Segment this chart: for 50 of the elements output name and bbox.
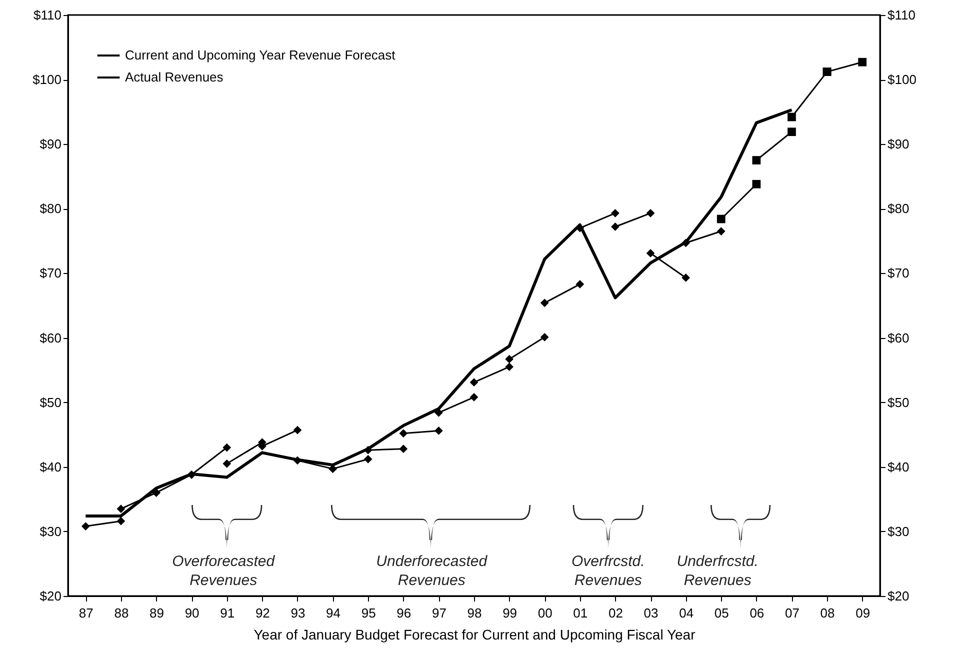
x-tick-label: 96 bbox=[396, 606, 412, 620]
y2-tick-label: $100 bbox=[888, 72, 916, 88]
y-tick-label: $60 bbox=[40, 330, 62, 346]
x-tick-label: 88 bbox=[114, 606, 129, 620]
x-tick-label: 00 bbox=[538, 606, 552, 620]
y2-tick-label: $40 bbox=[888, 459, 910, 474]
y-tick-label: $20 bbox=[40, 588, 62, 604]
y2-tick-label: $60 bbox=[888, 330, 910, 346]
x-tick-label: 08 bbox=[820, 606, 835, 620]
x-tick-label: 97 bbox=[432, 606, 446, 620]
y2-tick-label: $20 bbox=[888, 588, 910, 604]
y2-tick-label: $110 bbox=[888, 8, 916, 22]
x-tick-label: 90 bbox=[184, 606, 200, 620]
x-tick-label: 92 bbox=[255, 606, 270, 620]
legend-label: Actual Revenues bbox=[125, 70, 224, 84]
x-tick-label: 01 bbox=[573, 606, 588, 620]
x-tick-label: 06 bbox=[750, 606, 764, 620]
y-tick-label: $80 bbox=[40, 201, 62, 216]
y-tick-label: $30 bbox=[40, 524, 62, 539]
y2-tick-label: $50 bbox=[888, 394, 910, 410]
annotation: Underfrcstd. Revenues bbox=[676, 553, 758, 589]
y2-tick-label: $90 bbox=[888, 136, 910, 152]
y2-tick-label: $70 bbox=[888, 266, 910, 281]
x-tick-label: 91 bbox=[220, 606, 235, 620]
x-tick-label: 87 bbox=[78, 606, 94, 620]
annotation: Underforecasted Revenues bbox=[376, 553, 488, 589]
y-tick-label: $50 bbox=[40, 394, 62, 410]
y-tick-label: $40 bbox=[40, 459, 62, 474]
x-tick-label: 95 bbox=[361, 606, 376, 620]
x-tick-label: 93 bbox=[290, 606, 306, 620]
legend-label: Current and Upcoming Year Revenue Forecast bbox=[125, 48, 396, 62]
y-tick-label: $70 bbox=[40, 266, 62, 281]
x-axis-title: Year of January Budget Forecast for Current and Upcoming Fiscal Year bbox=[254, 626, 696, 642]
x-tick-label: 09 bbox=[856, 606, 870, 620]
x-tick-label: 98 bbox=[467, 606, 482, 620]
x-tick-label: 05 bbox=[714, 606, 729, 620]
annotation: Overfrcstd. Revenues bbox=[571, 553, 645, 589]
x-tick-label: 04 bbox=[679, 606, 694, 620]
y2-tick-label: $80 bbox=[888, 201, 910, 216]
y-tick-label: $100 bbox=[32, 72, 62, 88]
x-tick-label: 03 bbox=[644, 606, 658, 620]
x-tick-label: 94 bbox=[326, 606, 341, 620]
x-tick-label: 89 bbox=[150, 606, 164, 620]
x-tick-label: 99 bbox=[502, 606, 518, 620]
y-tick-label: $90 bbox=[40, 136, 62, 152]
x-tick-label: 02 bbox=[608, 606, 623, 620]
y2-tick-label: $30 bbox=[888, 524, 910, 539]
annotation: Overforecasted Revenues bbox=[172, 553, 276, 589]
y-tick-label: $110 bbox=[34, 8, 62, 22]
x-tick-label: 07 bbox=[785, 606, 800, 620]
